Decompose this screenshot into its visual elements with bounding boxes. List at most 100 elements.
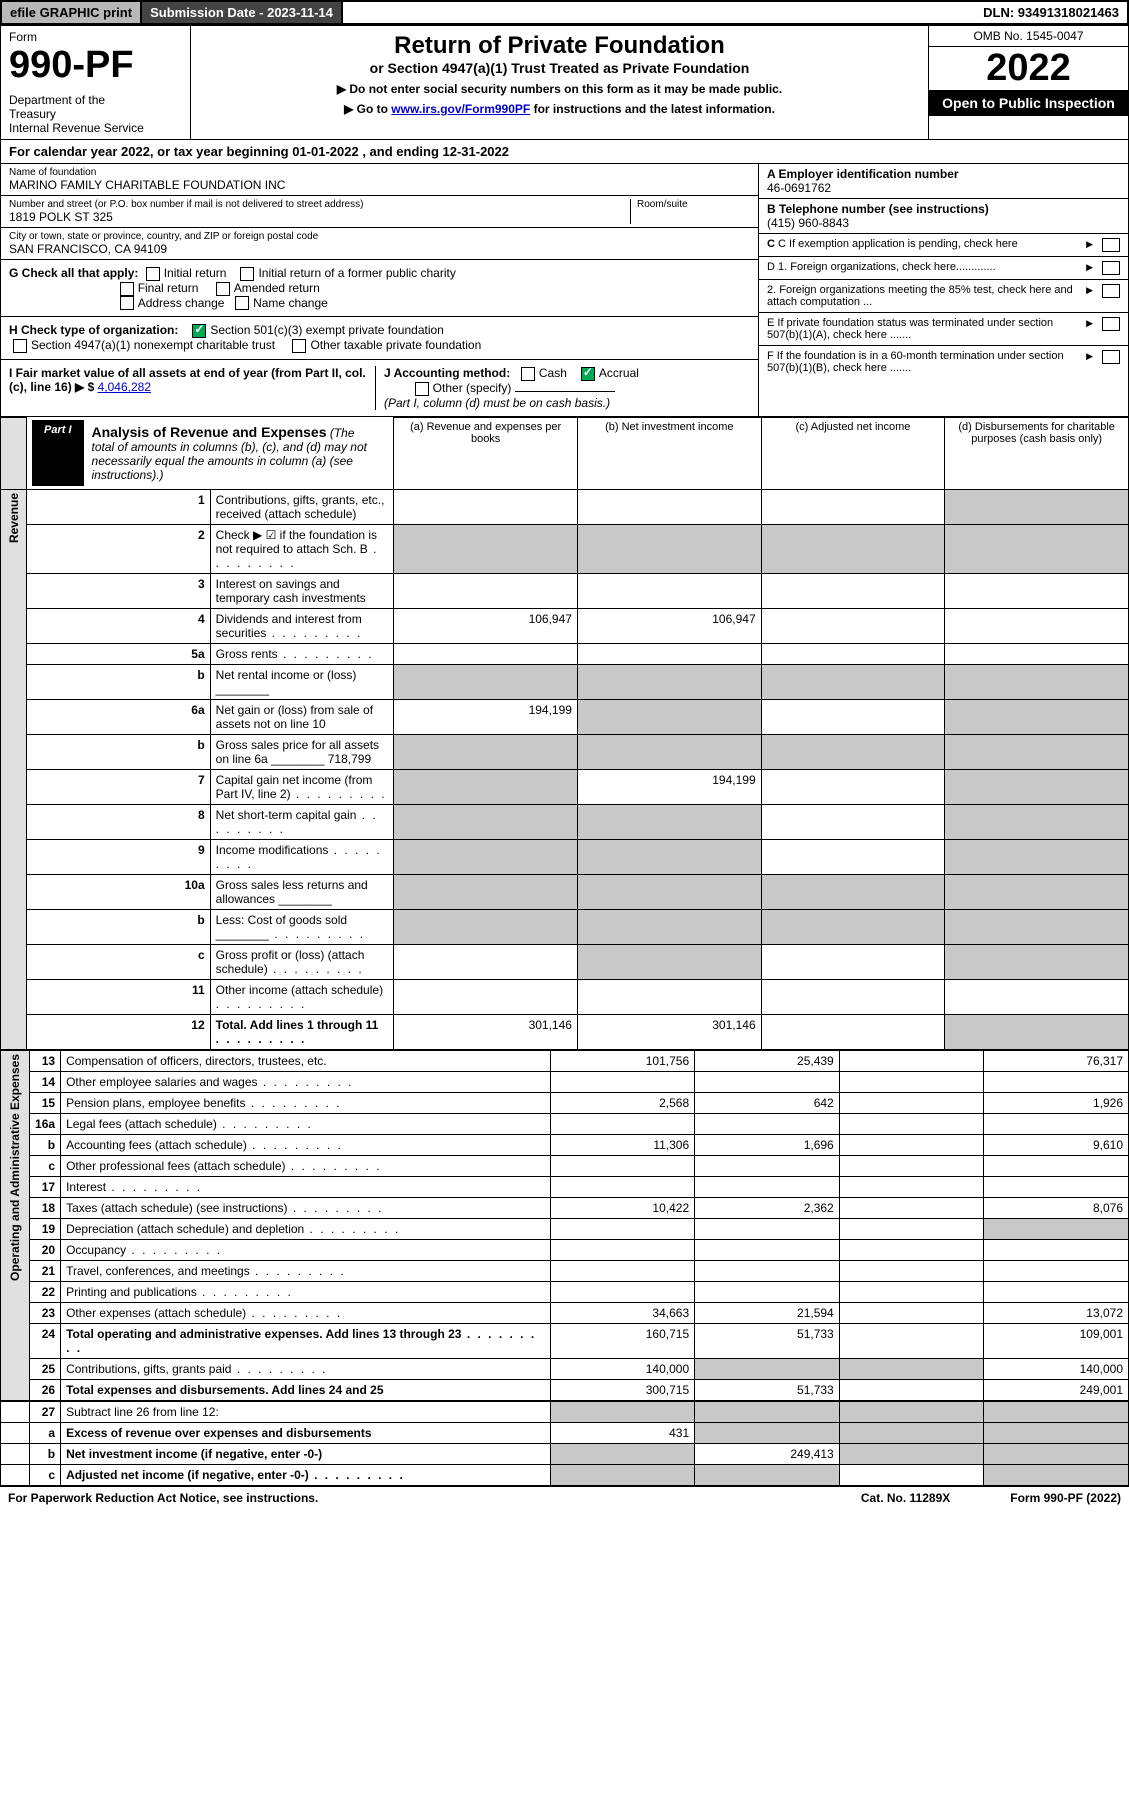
cb-address-change[interactable]	[120, 296, 134, 310]
cell-c	[839, 1051, 984, 1072]
line-num: 6a	[27, 700, 211, 735]
cb-4947[interactable]	[13, 339, 27, 353]
cell-b: 249,413	[695, 1444, 840, 1465]
cell-dd	[945, 700, 1129, 735]
d1-foreign: D 1. Foreign organizations, check here..…	[767, 261, 1086, 275]
cell-b: 194,199	[577, 770, 761, 805]
cb-final-return[interactable]	[120, 282, 134, 296]
fmv-value[interactable]: 4,046,282	[98, 380, 151, 394]
cell-c	[761, 609, 945, 644]
line-desc: Pension plans, employee benefits	[61, 1093, 550, 1114]
line-num: b	[29, 1135, 60, 1156]
cb-d2[interactable]	[1102, 284, 1120, 298]
line-desc: Less: Cost of goods sold ________	[210, 910, 394, 945]
line-desc: Other professional fees (attach schedule…	[61, 1156, 550, 1177]
cat-number: Cat. No. 11289X	[861, 1491, 950, 1505]
cb-cash[interactable]	[521, 367, 535, 381]
line-desc: Gross rents	[210, 644, 394, 665]
cell-a: 101,756	[550, 1051, 695, 1072]
cell-b	[695, 1240, 840, 1261]
line-num: 1	[27, 490, 211, 525]
cell-a: 301,146	[394, 1015, 578, 1050]
cell-a	[550, 1072, 695, 1093]
line-num: 9	[27, 840, 211, 875]
cb-initial-return[interactable]	[146, 267, 160, 281]
cell-a: 10,422	[550, 1198, 695, 1219]
c-exemption: C If exemption application is pending, c…	[778, 238, 1018, 250]
cell-b: 21,594	[695, 1303, 840, 1324]
cell-dd	[984, 1177, 1129, 1198]
line-num: 10a	[27, 875, 211, 910]
irs-link[interactable]: www.irs.gov/Form990PF	[391, 102, 530, 116]
line-num: c	[27, 945, 211, 980]
cell-dd: 1,926	[984, 1093, 1129, 1114]
line-desc: Interest	[61, 1177, 550, 1198]
f-60month: F If the foundation is in a 60-month ter…	[767, 350, 1086, 374]
line-num: a	[29, 1423, 60, 1444]
cb-501c3[interactable]	[192, 324, 206, 338]
line-desc: Subtract line 26 from line 12:	[61, 1402, 550, 1423]
cell-dd	[945, 875, 1129, 910]
cell-c	[839, 1380, 984, 1401]
cell-b	[577, 980, 761, 1015]
cell-dd	[945, 1015, 1129, 1050]
cell-b	[577, 525, 761, 574]
line-desc: Gross profit or (loss) (attach schedule)	[210, 945, 394, 980]
cell-a	[394, 644, 578, 665]
cb-accrual[interactable]	[581, 367, 595, 381]
cell-c	[839, 1240, 984, 1261]
cb-amended[interactable]	[216, 282, 230, 296]
cell-dd	[984, 1402, 1129, 1423]
cell-a	[550, 1465, 695, 1486]
cb-other-taxable[interactable]	[292, 339, 306, 353]
line-desc: Adjusted net income (if negative, enter …	[61, 1465, 550, 1486]
line-num: b	[29, 1444, 60, 1465]
form-header: Form 990-PF Department of theTreasuryInt…	[0, 25, 1129, 140]
side-label: Revenue	[1, 490, 27, 1050]
cb-e[interactable]	[1102, 317, 1120, 331]
cell-dd	[984, 1465, 1129, 1486]
cell-a	[550, 1240, 695, 1261]
cell-b: 1,696	[695, 1135, 840, 1156]
ein-label: A Employer identification number	[767, 167, 959, 181]
cb-c[interactable]	[1102, 238, 1120, 252]
line-desc: Taxes (attach schedule) (see instruction…	[61, 1198, 550, 1219]
cb-name-change[interactable]	[235, 296, 249, 310]
line-desc: Income modifications	[210, 840, 394, 875]
cell-c	[839, 1303, 984, 1324]
cell-b	[695, 1261, 840, 1282]
cell-dd	[984, 1282, 1129, 1303]
cell-b	[577, 490, 761, 525]
line-num: c	[29, 1156, 60, 1177]
side-label: Operating and Administrative Expenses	[1, 1051, 30, 1401]
cb-d1[interactable]	[1102, 261, 1120, 275]
line-desc: Interest on savings and temporary cash i…	[210, 574, 394, 609]
top-bar: efile GRAPHIC print Submission Date - 20…	[0, 0, 1129, 25]
line-num: 8	[27, 805, 211, 840]
cell-b	[695, 1114, 840, 1135]
cell-b: 106,947	[577, 609, 761, 644]
cb-initial-former[interactable]	[240, 267, 254, 281]
city-label: City or town, state or province, country…	[9, 231, 750, 242]
line-num: 13	[29, 1051, 60, 1072]
cell-c	[761, 945, 945, 980]
cell-a: 160,715	[550, 1324, 695, 1359]
open-public: Open to Public Inspection	[929, 90, 1128, 116]
line-desc: Net investment income (if negative, ente…	[61, 1444, 550, 1465]
instr-ssn: ▶ Do not enter social security numbers o…	[203, 82, 916, 96]
cb-f[interactable]	[1102, 350, 1120, 364]
cell-a	[550, 1282, 695, 1303]
tel-value: (415) 960-8843	[767, 216, 1120, 230]
line-desc: Total expenses and disbursements. Add li…	[61, 1380, 550, 1401]
part1-table: Part I Analysis of Revenue and Expenses …	[0, 417, 1129, 1051]
cell-b	[577, 735, 761, 770]
cell-b	[695, 1156, 840, 1177]
cell-c	[839, 1093, 984, 1114]
cell-a	[550, 1402, 695, 1423]
line-num: 4	[27, 609, 211, 644]
cell-b	[577, 665, 761, 700]
cash-basis-note: (Part I, column (d) must be on cash basi…	[384, 396, 610, 410]
cell-dd	[984, 1240, 1129, 1261]
cb-other-method[interactable]	[415, 382, 429, 396]
cell-dd	[984, 1261, 1129, 1282]
